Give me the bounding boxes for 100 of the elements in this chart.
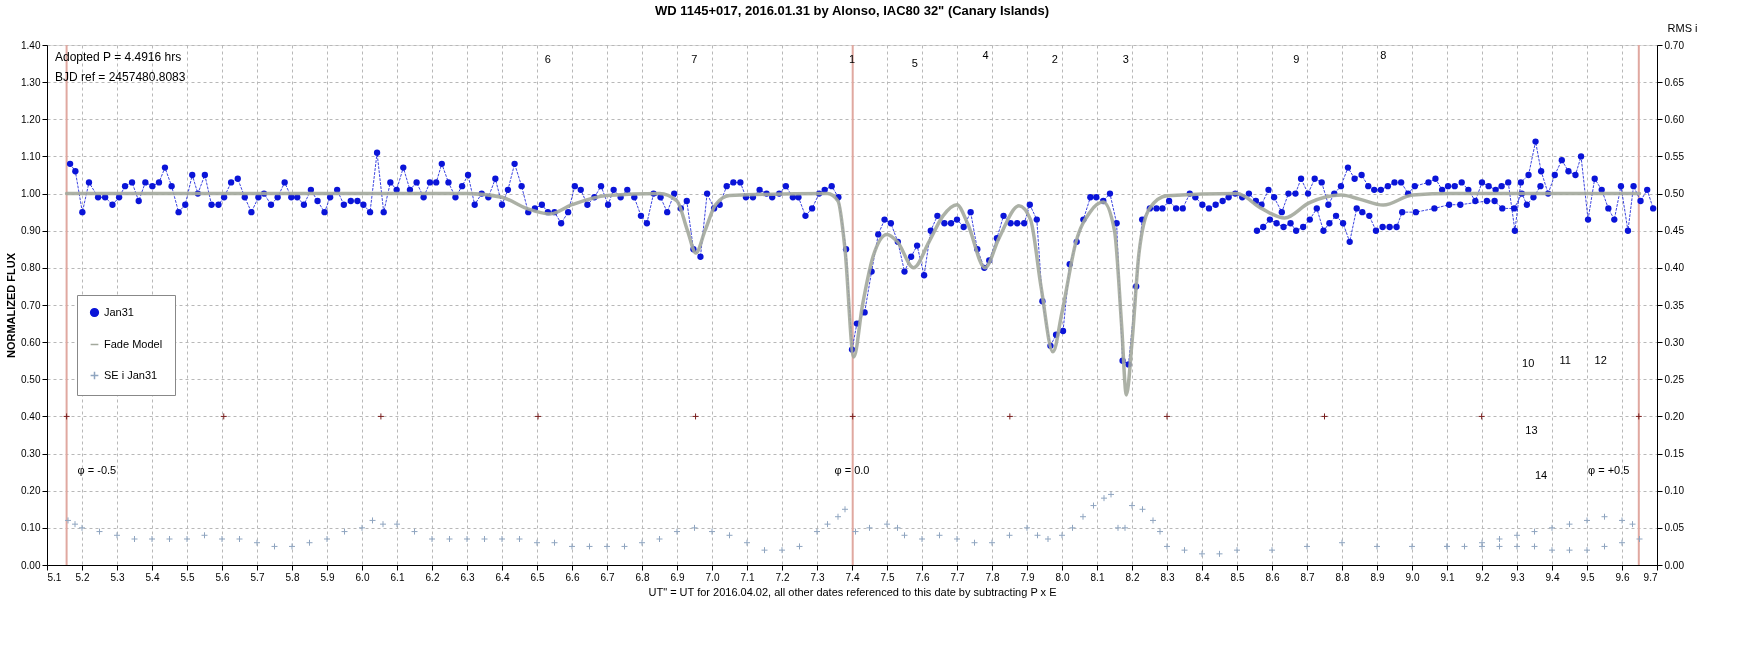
y-tick-label: 0.60	[21, 336, 41, 348]
y2-tick-label: 0.50	[1664, 188, 1685, 200]
annotation: 7	[691, 53, 698, 66]
y2-tick-label: 0.20	[1664, 410, 1685, 422]
annotation: 10	[1522, 357, 1535, 370]
x-tick-label: 6.4	[495, 571, 510, 583]
x-tick-label: 6.3	[460, 571, 475, 583]
y2-tick-label: 0.45	[1664, 225, 1685, 237]
y-tick-label: 0.40	[21, 410, 41, 422]
x-tick-label: 9.5	[1580, 571, 1595, 583]
y-tick-label: 0.50	[21, 373, 41, 385]
annotation: 13	[1525, 424, 1538, 437]
x-tick-label: 9.1	[1440, 571, 1455, 583]
x-tick-label: 9.7	[1643, 571, 1658, 583]
annotation: BJD ref = 2457480.8083	[55, 70, 186, 84]
y-tick-label: 1.30	[21, 76, 41, 88]
annotation: 11	[1559, 353, 1571, 366]
x-tick-label: 5.5	[180, 571, 195, 583]
annotation: 12	[1594, 353, 1607, 366]
y2-tick-label: 0.10	[1664, 485, 1685, 497]
y2-tick-label: 0.15	[1664, 448, 1685, 460]
y2-tick-label: 0.70	[1664, 39, 1685, 51]
annotation: 14	[1534, 469, 1548, 482]
y-tick-label: 0.10	[21, 522, 41, 534]
x-tick-label: 5.2	[75, 571, 90, 583]
x-tick-label: 6.0	[355, 571, 370, 583]
x-tick-label: 6.8	[635, 571, 650, 583]
x-tick-label: 8.2	[1125, 571, 1140, 583]
x-tick-label: 9.4	[1545, 571, 1560, 583]
y-tick-label: 0.20	[21, 485, 41, 497]
x-tick-label: 6.9	[670, 571, 685, 583]
annotation: 8	[1380, 48, 1387, 61]
y2-tick-label: 0.25	[1664, 373, 1685, 385]
y2-tick-label: 0.40	[1664, 262, 1685, 274]
x-tick-label: 7.1	[740, 571, 755, 583]
x-tick-label: 5.9	[320, 571, 335, 583]
y2-tick-label: 0.05	[1664, 522, 1685, 534]
annotation: 6	[544, 53, 551, 66]
y2-axis-title: RMS i	[1667, 21, 1698, 34]
annotation: φ = 0.0	[834, 464, 870, 477]
annotation: φ = -0.5	[77, 464, 117, 477]
x-tick-label: 8.5	[1230, 571, 1245, 583]
x-tick-label: 9.6	[1615, 571, 1630, 583]
x-tick-label: 8.0	[1055, 571, 1070, 583]
x-tick-label: 8.9	[1370, 571, 1385, 583]
legend-label: Fade Model	[104, 337, 163, 350]
x-tick-label: 7.9	[1020, 571, 1035, 583]
x-tick-label: 5.6	[215, 571, 230, 583]
y-tick-label: 0.70	[21, 299, 41, 311]
y-tick-label: 0.30	[21, 448, 41, 460]
y-tick-label: 1.20	[21, 113, 41, 125]
x-tick-label: 9.2	[1475, 571, 1490, 583]
x-tick-label: 7.8	[985, 571, 1000, 583]
annotation: φ = +0.5	[1588, 464, 1630, 477]
x-tick-label: 7.7	[950, 571, 965, 583]
x-tick-label: 5.4	[145, 571, 160, 583]
chart-title: WD 1145+017, 2016.01.31 by Alonso, IAC80 32" (Canary Islands)	[654, 3, 1050, 18]
y-tick-label: 1.00	[21, 188, 41, 200]
annotation: 4	[982, 48, 989, 61]
y2-tick-label: 0.65	[1664, 76, 1685, 88]
y2-tick-label: 0.00	[1664, 559, 1685, 571]
x-tick-label: 8.4	[1195, 571, 1210, 583]
x-tick-label: 8.7	[1300, 571, 1315, 583]
legend-label: Jan31	[104, 305, 134, 318]
y-tick-label: 0.90	[21, 225, 41, 237]
annotation: 5	[911, 56, 918, 69]
x-tick-label: 9.0	[1405, 571, 1420, 583]
legend-label: SE i Jan31	[104, 368, 158, 381]
x-tick-label: 5.3	[110, 571, 125, 583]
y2-tick-label: 0.35	[1664, 299, 1685, 311]
x-axis-title: UT" = UT for 2016.04.02, all other dates referenced to this date by subtracting P x E	[648, 585, 1057, 598]
x-tick-label: 5.8	[285, 571, 300, 583]
y-tick-label: 0.00	[21, 559, 41, 571]
x-tick-label: 7.4	[845, 571, 860, 583]
y-axis-title: NORMALIZED FLUX	[5, 252, 18, 359]
annotation: 2	[1051, 53, 1058, 66]
x-tick-label: 5.1	[47, 571, 62, 583]
x-tick-label: 7.3	[810, 571, 825, 583]
y2-tick-label: 0.30	[1664, 336, 1685, 348]
x-tick-label: 8.3	[1160, 571, 1175, 583]
x-tick-label: 8.6	[1265, 571, 1280, 583]
x-tick-label: 7.5	[880, 571, 895, 583]
x-tick-label: 8.8	[1335, 571, 1350, 583]
x-tick-label: 9.3	[1510, 571, 1525, 583]
x-tick-label: 8.1	[1090, 571, 1105, 583]
y2-tick-label: 0.55	[1664, 150, 1685, 162]
x-tick-label: 6.1	[390, 571, 405, 583]
annotation: 3	[1122, 53, 1129, 66]
x-tick-label: 6.7	[600, 571, 615, 583]
y-tick-label: 1.10	[21, 150, 41, 162]
x-tick-label: 5.7	[250, 571, 265, 583]
x-tick-label: 7.0	[705, 571, 720, 583]
x-tick-label: 6.2	[425, 571, 440, 583]
x-tick-label: 6.5	[530, 571, 545, 583]
annotation: 1	[848, 53, 856, 66]
x-tick-label: 6.6	[565, 571, 580, 583]
y-tick-label: 0.80	[21, 262, 41, 274]
annotation: 9	[1293, 53, 1300, 66]
y-tick-label: 1.40	[21, 39, 41, 51]
y2-tick-label: 0.60	[1664, 113, 1685, 125]
